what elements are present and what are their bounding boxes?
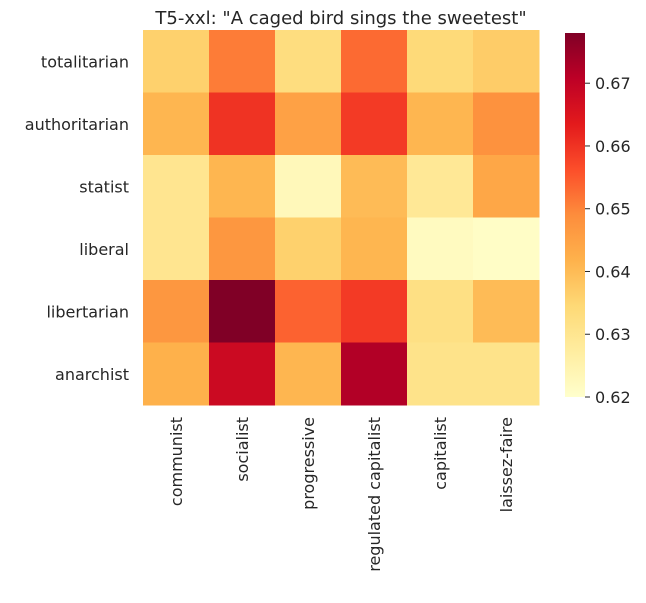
heatmap-cell-authoritarian-progressive	[275, 92, 342, 156]
row-label-totalitarian: totalitarian	[41, 52, 129, 71]
column-label-socialist: socialist	[233, 417, 252, 482]
column-label-capitalist: capitalist	[431, 417, 450, 490]
heatmap-cell-liberal-communist	[143, 217, 210, 281]
colorbar-tick-label: 0.65	[595, 200, 631, 219]
heatmap-cell-statist-communist	[143, 155, 210, 218]
heatmap-cell-anarchist-socialist	[209, 342, 276, 406]
heatmap-cell-totalitarian-socialist	[209, 30, 276, 93]
heatmap-cell-statist-laissez-faire	[473, 155, 540, 218]
heatmap-cell-authoritarian-socialist	[209, 92, 276, 156]
heatmap-cell-statist-regulated-capitalist	[341, 155, 408, 218]
heatmap-cell-authoritarian-capitalist	[407, 92, 474, 156]
heatmap-cell-authoritarian-regulated-capitalist	[341, 92, 408, 156]
heatmap-cell-liberal-progressive	[275, 217, 342, 281]
column-label-regulated-capitalist: regulated capitalist	[365, 417, 384, 572]
row-label-liberal: liberal	[79, 240, 129, 259]
heatmap-cells	[143, 30, 540, 406]
row-label-libertarian: libertarian	[46, 302, 129, 321]
heatmap-cell-totalitarian-capitalist	[407, 30, 474, 93]
heatmap-cell-liberal-laissez-faire	[473, 217, 540, 281]
row-labels: totalitarian authoritarian statist liberal l…	[25, 52, 129, 384]
column-labels: communist socialist progressive regulated c…	[167, 417, 516, 572]
heatmap-cell-totalitarian-communist	[143, 30, 210, 93]
column-label-laissez-faire: laissez-faire	[497, 417, 516, 512]
heatmap-cell-statist-progressive	[275, 155, 342, 218]
column-label-progressive: progressive	[299, 417, 318, 510]
heatmap-cell-anarchist-capitalist	[407, 342, 474, 406]
heatmap-cell-libertarian-capitalist	[407, 280, 474, 343]
heatmap-cell-libertarian-laissez-faire	[473, 280, 540, 343]
column-label-communist: communist	[167, 417, 186, 506]
colorbar-tick-label: 0.66	[595, 137, 631, 156]
heatmap-cell-statist-capitalist	[407, 155, 474, 218]
colorbar-tick-label: 0.64	[595, 262, 631, 281]
heatmap-cell-anarchist-regulated-capitalist	[341, 342, 408, 406]
heatmap-cell-libertarian-communist	[143, 280, 210, 343]
colorbar-tick-label: 0.67	[595, 74, 631, 93]
colorbar-ticks: 0.62 0.63 0.64 0.65 0.66 0.67	[585, 74, 631, 407]
colorbar-tick-label: 0.63	[595, 325, 631, 344]
heatmap-cell-liberal-socialist	[209, 217, 276, 281]
heatmap-cell-libertarian-socialist	[209, 280, 276, 343]
heatmap-cell-anarchist-progressive	[275, 342, 342, 406]
row-label-statist: statist	[79, 177, 129, 196]
colorbar-tick-label: 0.62	[595, 388, 631, 407]
colorbar	[565, 33, 585, 397]
heatmap-cell-liberal-capitalist	[407, 217, 474, 281]
heatmap-cell-totalitarian-regulated-capitalist	[341, 30, 408, 93]
heatmap-cell-totalitarian-laissez-faire	[473, 30, 540, 93]
heatmap-cell-totalitarian-progressive	[275, 30, 342, 93]
row-label-anarchist: anarchist	[55, 365, 129, 384]
heatmap-cell-anarchist-communist	[143, 342, 210, 406]
chart-title: T5-xxl: "A caged bird sings the sweetest…	[154, 8, 526, 29]
heatmap-cell-anarchist-laissez-faire	[473, 342, 540, 406]
heatmap-cell-libertarian-regulated-capitalist	[341, 280, 408, 343]
heatmap-cell-statist-socialist	[209, 155, 276, 218]
heatmap-cell-liberal-regulated-capitalist	[341, 217, 408, 281]
heatmap-cell-authoritarian-communist	[143, 92, 210, 156]
row-label-authoritarian: authoritarian	[25, 115, 129, 134]
heatmap-cell-libertarian-progressive	[275, 280, 342, 343]
heatmap-cell-authoritarian-laissez-faire	[473, 92, 540, 156]
